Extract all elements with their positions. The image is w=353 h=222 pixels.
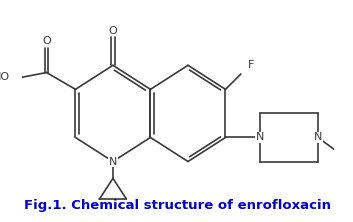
Text: N: N (314, 133, 322, 143)
Text: O: O (109, 26, 117, 36)
Text: N: N (256, 133, 264, 143)
Text: HO: HO (0, 72, 10, 82)
Text: F: F (248, 60, 255, 70)
Text: Fig.1. Chemical structure of enrofloxacin: Fig.1. Chemical structure of enrofloxaci… (24, 199, 331, 212)
Text: N: N (109, 157, 117, 166)
Text: O: O (43, 36, 52, 46)
